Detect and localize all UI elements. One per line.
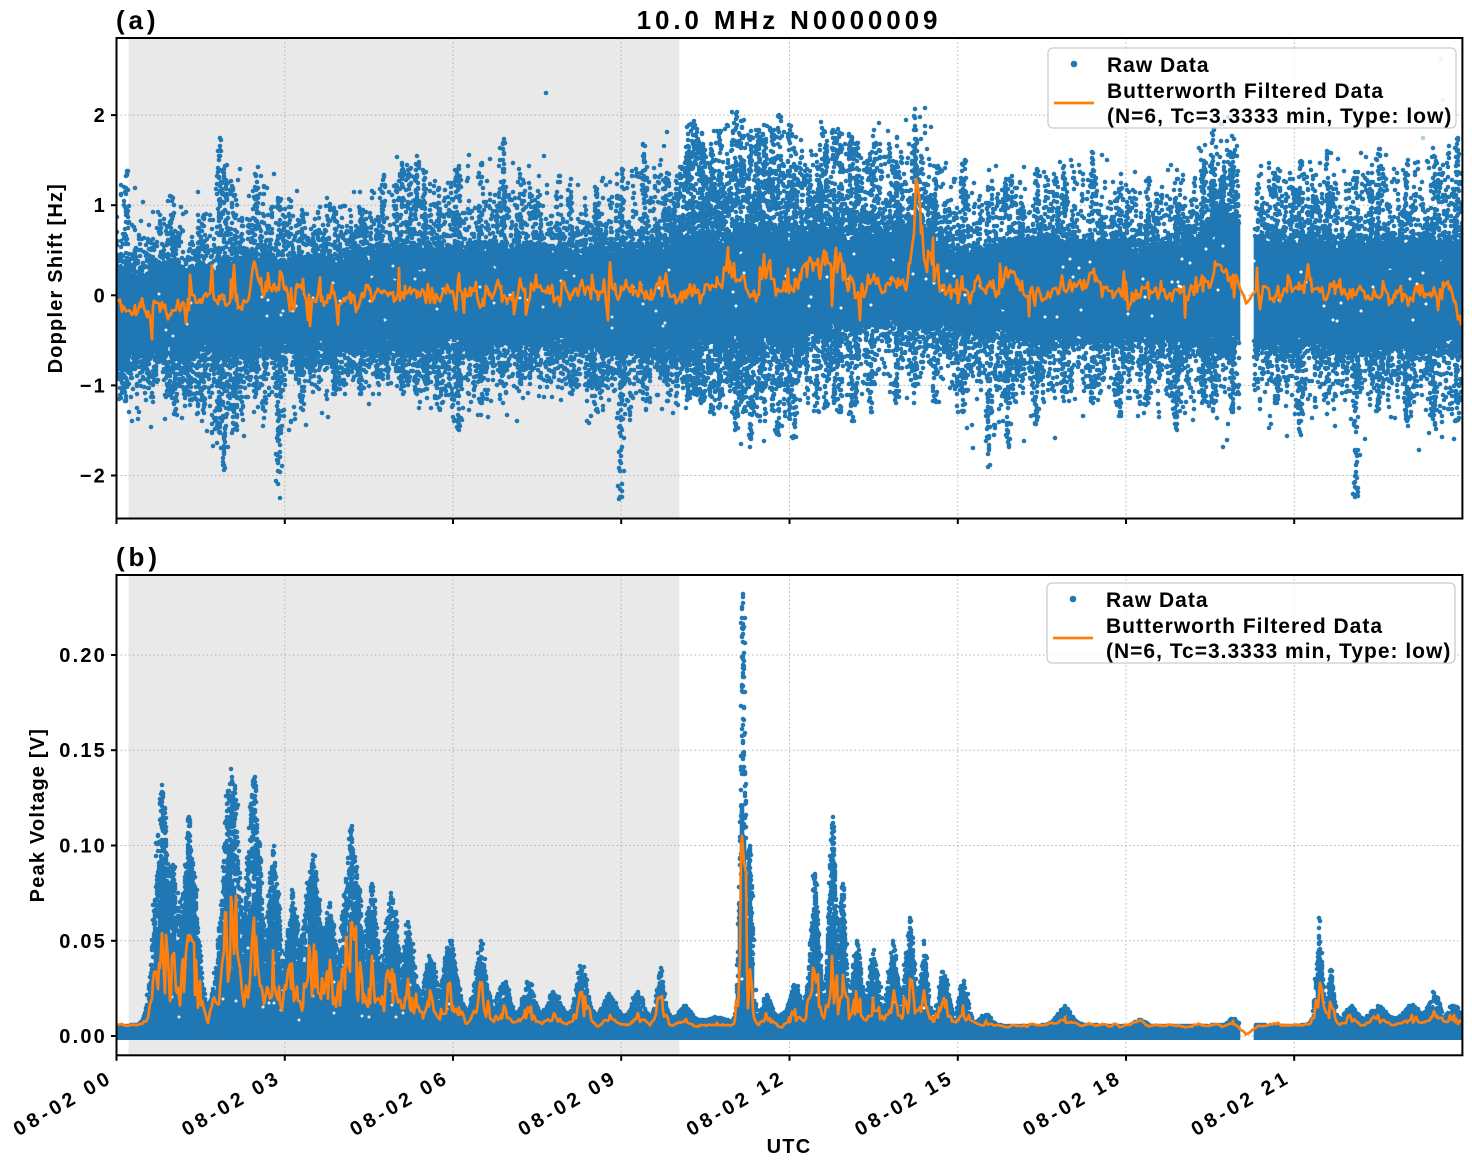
svg-text:2: 2 <box>94 105 107 127</box>
svg-text:(N=6, Tc=3.3333 min, Type: low: (N=6, Tc=3.3333 min, Type: low) <box>1107 105 1452 128</box>
svg-text:1: 1 <box>94 195 107 217</box>
svg-text:0.05: 0.05 <box>59 931 107 953</box>
svg-text:(N=6, Tc=3.3333 min, Type: low: (N=6, Tc=3.3333 min, Type: low) <box>1106 640 1451 663</box>
svg-text:−1: −1 <box>80 375 107 397</box>
svg-text:10.0 MHz N0000009: 10.0 MHz N0000009 <box>637 5 942 35</box>
svg-text:0.20: 0.20 <box>59 645 107 667</box>
svg-text:Doppler Shift [Hz]: Doppler Shift [Hz] <box>45 183 67 373</box>
svg-text:0.00: 0.00 <box>59 1026 107 1048</box>
svg-text:(a): (a) <box>116 5 159 35</box>
svg-text:Raw Data: Raw Data <box>1106 589 1209 612</box>
svg-text:−2: −2 <box>80 466 107 488</box>
svg-text:UTC: UTC <box>767 1136 812 1158</box>
svg-text:(b): (b) <box>116 542 161 572</box>
svg-text:Raw Data: Raw Data <box>1107 54 1210 77</box>
svg-text:0.15: 0.15 <box>59 740 107 762</box>
svg-text:0: 0 <box>94 285 107 307</box>
svg-text:Butterworth Filtered Data: Butterworth Filtered Data <box>1106 615 1383 638</box>
svg-text:Peak Voltage [V]: Peak Voltage [V] <box>27 728 49 902</box>
svg-text:0.10: 0.10 <box>59 836 107 858</box>
svg-text:Butterworth Filtered Data: Butterworth Filtered Data <box>1107 80 1384 103</box>
